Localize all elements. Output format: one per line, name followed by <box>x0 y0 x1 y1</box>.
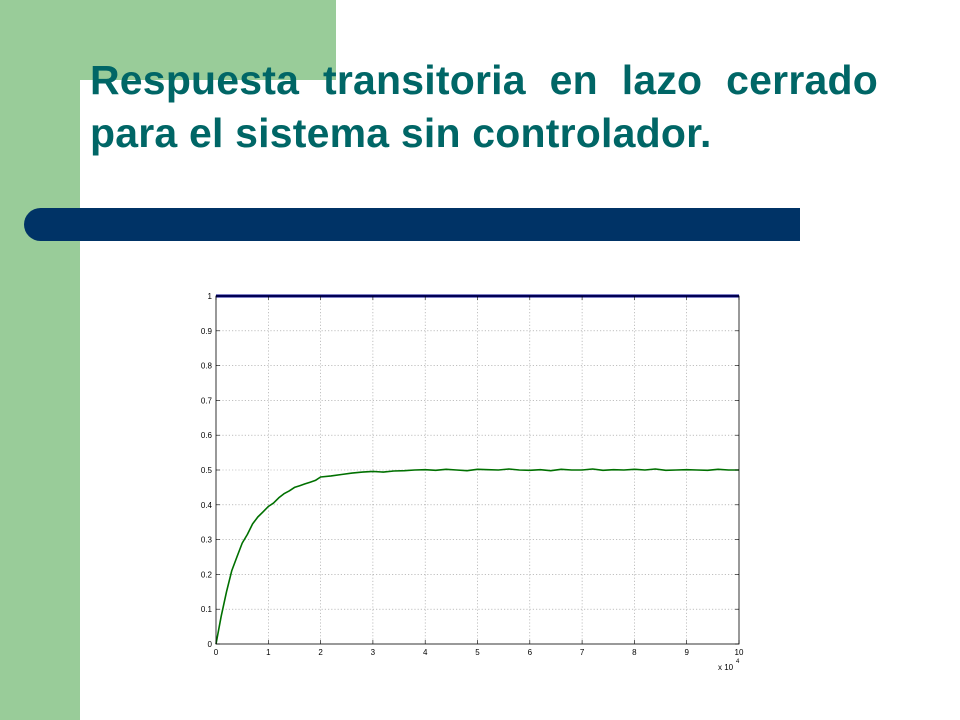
tick-labels: 0 1 2 3 4 5 6 7 8 9 10 0 0.1 0.2 0.3 0.4 0.5 0.6 0.7 0.8 0.9… <box>201 292 744 657</box>
y-tick-label: 0.4 <box>201 501 213 510</box>
y-tick-label: 0.3 <box>201 536 213 545</box>
x-tick-label: 7 <box>580 648 585 657</box>
corner-tab <box>80 80 102 110</box>
y-tick-label: 1 <box>208 292 213 301</box>
x-tick-label: 6 <box>528 648 533 657</box>
y-tick-label: 0 <box>208 640 213 649</box>
x-tick-label: 5 <box>475 648 480 657</box>
x-tick-label: 8 <box>632 648 637 657</box>
title-underline-bar <box>24 208 800 241</box>
x-tick-label: 4 <box>423 648 428 657</box>
y-tick-label: 0.9 <box>201 327 213 336</box>
y-tick-label: 0.8 <box>201 362 213 371</box>
x-tick-label: 3 <box>371 648 376 657</box>
line-chart: 0 1 2 3 4 5 6 7 8 9 10 0 0.1 0.2 0.3 0.4 0.5 0.6 0.7 0.8 0.9… <box>201 292 744 672</box>
slide-title: Respuesta transitoria en lazo cerrado pa… <box>90 57 878 156</box>
x-tick-label: 1 <box>266 648 271 657</box>
x-multiplier-exponent: 4 <box>736 659 740 665</box>
top-green-band <box>80 0 336 80</box>
x-tick-label: 9 <box>684 648 689 657</box>
y-tick-label: 0.6 <box>201 431 213 440</box>
x-tick-label: 10 <box>735 648 744 657</box>
left-green-band <box>0 0 80 720</box>
x-tick-label: 2 <box>318 648 323 657</box>
y-tick-label: 0.1 <box>201 605 213 614</box>
y-tick-label: 0.7 <box>201 396 213 405</box>
series-line-2 <box>215 468 739 645</box>
tick-marks <box>215 295 740 645</box>
y-tick-label: 0.5 <box>201 466 213 475</box>
x-multiplier-label: x 10 <box>718 663 734 672</box>
y-tick-label: 0.2 <box>201 570 213 579</box>
x-tick-label: 0 <box>214 648 219 657</box>
